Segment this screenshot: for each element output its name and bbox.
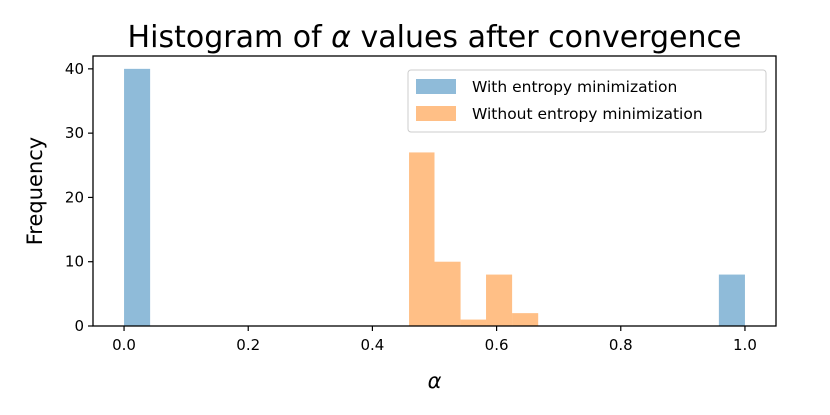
y-tick-label: 0 <box>74 317 84 335</box>
bar-series-1-bin-0 <box>409 152 435 326</box>
x-tick-label: 0.6 <box>485 336 509 354</box>
x-tick-label: 0.2 <box>236 336 260 354</box>
y-tick-label: 40 <box>65 60 84 78</box>
bar-series-1-bin-4 <box>512 313 539 326</box>
x-tick-label: 1.0 <box>733 336 757 354</box>
axes-frame <box>92 55 777 327</box>
x-axis-ticks: 0.0 0.2 0.4 0.6 0.8 1.0 <box>112 326 757 354</box>
legend-swatch-without-entropy <box>416 106 456 121</box>
legend-swatch-with-entropy <box>416 79 456 94</box>
y-tick-label: 20 <box>65 188 84 206</box>
x-tick-label: 0.8 <box>609 336 633 354</box>
legend-box <box>407 69 767 133</box>
x-axis-label: α <box>428 369 442 393</box>
legend: With entropy minimization Without entrop… <box>407 69 767 133</box>
bars-layer <box>124 68 745 326</box>
y-tick-label: 10 <box>65 253 84 271</box>
chart-title: Histogram of α values after convergence <box>128 20 742 55</box>
x-tick-label: 0.4 <box>360 336 384 354</box>
x-tick-label: 0.0 <box>112 336 136 354</box>
bar-series-0-bin-1 <box>718 274 745 326</box>
y-axis-ticks: 0 10 20 30 40 <box>65 60 93 335</box>
bar-series-1-bin-3 <box>486 274 513 326</box>
y-tick-label: 30 <box>65 124 84 142</box>
bar-series-1-bin-1 <box>434 261 461 326</box>
legend-label-with-entropy: With entropy minimization <box>472 78 677 96</box>
legend-label-without-entropy: Without entropy minimization <box>472 105 703 123</box>
bar-series-1-bin-2 <box>460 319 487 326</box>
y-axis-label: Frequency <box>23 137 47 246</box>
bar-series-0-bin-0 <box>124 68 151 326</box>
